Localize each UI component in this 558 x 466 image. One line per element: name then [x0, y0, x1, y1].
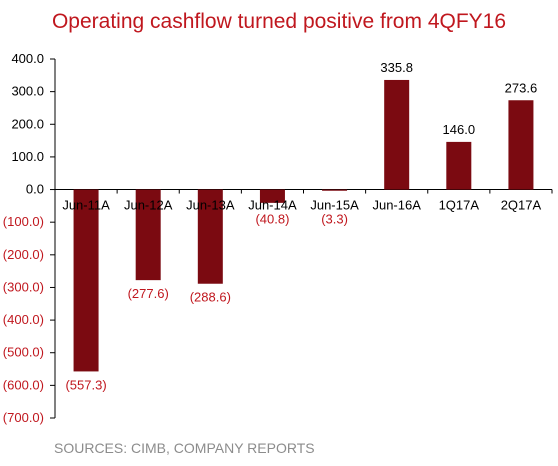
chart-title: Operating cashflow turned positive from … — [51, 10, 507, 33]
y-tick-label: (700.0) — [3, 410, 44, 425]
category-label: 2Q17A — [501, 198, 542, 213]
y-tick-label: (300.0) — [3, 279, 44, 294]
axis-layer: 400.0 300.0 200.0 100.0 0.0 (100.0) (200.0) (30… — [3, 51, 553, 425]
source-note: SOURCES: CIMB, COMPANY REPORTS — [54, 440, 315, 456]
category-label: Jun-12A — [124, 198, 173, 213]
data-label: (277.6) — [128, 286, 169, 301]
data-label: (288.6) — [190, 290, 231, 305]
bar-layer — [73, 79, 534, 372]
label-layer: Jun-11A (557.3) Jun-12A (277.6) Jun-13A (288.… — [62, 60, 541, 392]
data-label: (557.3) — [65, 377, 106, 392]
bar — [259, 189, 285, 203]
y-tick-label: (400.0) — [3, 312, 44, 327]
category-label: Jun-13A — [186, 198, 235, 213]
category-label: Jun-11A — [62, 198, 110, 213]
data-label: 335.8 — [380, 60, 413, 75]
y-tick-label: (500.0) — [3, 345, 44, 360]
y-tick-label: 100.0 — [11, 149, 44, 164]
category-label: Jun-14A — [248, 198, 297, 213]
y-tick-label: (100.0) — [3, 214, 44, 229]
y-tick-label: 0.0 — [26, 182, 44, 197]
y-tick-label: 400.0 — [11, 51, 44, 66]
category-label: Jun-16A — [372, 198, 421, 213]
category-label: 1Q17A — [439, 198, 480, 213]
data-label: 146.0 — [443, 122, 476, 137]
bar — [446, 141, 472, 190]
bar — [322, 189, 348, 191]
y-tick-label: (200.0) — [3, 247, 44, 262]
y-tick-label: (600.0) — [3, 377, 44, 392]
y-tick-label: 200.0 — [11, 116, 44, 131]
bar — [73, 189, 99, 372]
y-tick-label: 300.0 — [11, 84, 44, 99]
data-label: (40.8) — [255, 212, 289, 227]
category-label: Jun-15A — [310, 198, 359, 213]
bar — [135, 189, 161, 281]
bar — [197, 189, 223, 284]
bar — [384, 79, 410, 190]
data-label: 273.6 — [505, 80, 538, 95]
data-label: (3.3) — [321, 212, 348, 227]
bar — [508, 100, 534, 190]
